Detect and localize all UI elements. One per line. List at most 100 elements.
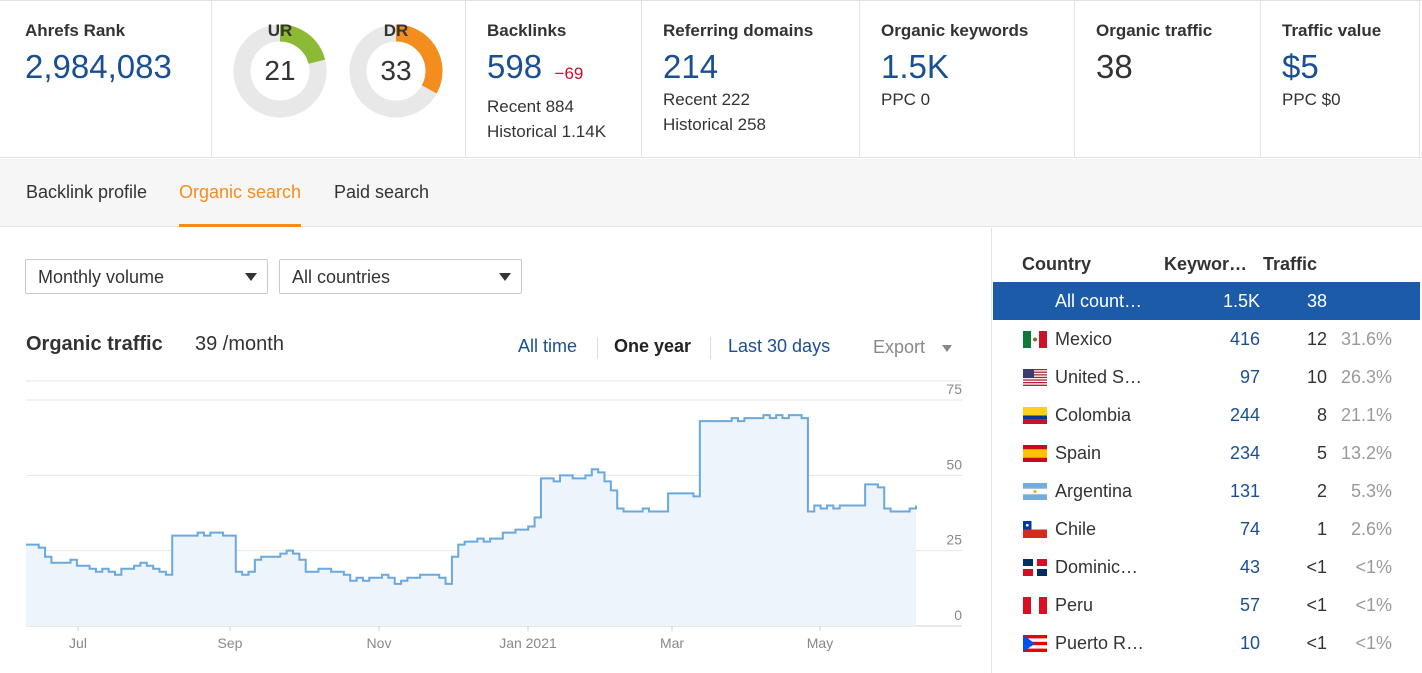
country-traffic-share: 5.3% [1350, 481, 1392, 501]
organic-keywords-card: Organic keywords 1.5K PPC 0 [860, 1, 1075, 158]
country-keywords[interactable]: 57 [1239, 595, 1260, 615]
ahrefs-rank-label: Ahrefs Rank [25, 21, 126, 40]
country-name: Mexico [1055, 329, 1113, 349]
country-traffic-share: 2.6% [1350, 519, 1392, 539]
referring-domains-card: Referring domains 214 Recent 222 Histori… [642, 1, 860, 158]
y-tick-label: 50 [946, 456, 962, 472]
country-traffic-share: <1% [1355, 633, 1392, 653]
header-keywords[interactable]: Keywor… [1164, 254, 1248, 274]
flag-mx-icon [1023, 331, 1047, 348]
dr-gauge[interactable]: DR 33 [346, 21, 446, 121]
organic-keywords-label: Organic keywords [881, 21, 1029, 40]
country-traffic: <1 [1306, 557, 1327, 577]
backlinks-delta: −69 [554, 63, 584, 83]
dr-label: DR [383, 21, 409, 40]
country-keywords[interactable]: 43 [1239, 557, 1260, 577]
traffic-value-ppc: PPC $0 [1282, 90, 1341, 109]
rating-card: UR 21 DR 33 [212, 1, 466, 158]
export-button[interactable]: Export [873, 337, 953, 358]
backlinks-card: Backlinks 598 −69 Recent 884 Historical … [466, 1, 642, 158]
country-keywords[interactable]: 74 [1239, 519, 1260, 539]
y-tick-label: 0 [954, 607, 962, 623]
country-keywords[interactable]: 416 [1229, 329, 1260, 349]
range-all-time[interactable]: All time [518, 336, 578, 356]
traffic-value-label: Traffic value [1282, 21, 1382, 40]
country-keywords[interactable]: 97 [1239, 367, 1260, 387]
organic-traffic-chart[interactable]: 75 50 25 0 Jul Sep Nov Jan 2021 Mar May [0, 370, 985, 660]
country-traffic: 1 [1316, 519, 1327, 539]
country-keywords[interactable]: 234 [1229, 443, 1260, 463]
organic-traffic-value: 38 [1096, 48, 1133, 85]
country-traffic-share: 21.1% [1340, 405, 1392, 425]
ur-gauge[interactable]: UR 21 [230, 21, 330, 121]
traffic-value-value[interactable]: $5 [1282, 48, 1319, 85]
country-keywords[interactable]: 1.5K [1222, 291, 1260, 311]
export-label: Export [873, 337, 926, 357]
x-tick-label: Mar [660, 635, 684, 651]
range-last-30-days[interactable]: Last 30 days [728, 336, 831, 356]
series-area [26, 415, 916, 626]
ur-value: 21 [264, 55, 296, 86]
country-row[interactable]: Peru 57 <1 <1% [993, 586, 1420, 624]
country-row[interactable]: Puerto R… 10 <1 <1% [993, 624, 1420, 662]
country-keywords[interactable]: 244 [1229, 405, 1260, 425]
country-row[interactable]: Mexico 416 12 31.6% [993, 320, 1420, 358]
country-name: Argentina [1055, 481, 1133, 501]
organic-keywords-value[interactable]: 1.5K [881, 48, 949, 85]
country-traffic: 12 [1306, 329, 1327, 349]
country-table: Country Keywor… Traffic All count… 1.5K 38… [991, 228, 1422, 673]
referring-domains-value[interactable]: 214 [663, 48, 719, 85]
country-row[interactable]: Spain 234 5 13.2% [993, 434, 1420, 472]
country-keywords[interactable]: 10 [1239, 633, 1260, 653]
country-traffic: <1 [1306, 633, 1327, 653]
country-row[interactable]: United S… 97 10 26.3% [993, 358, 1420, 396]
country-traffic: 38 [1306, 291, 1327, 311]
country-row[interactable]: Chile 74 1 2.6% [993, 510, 1420, 548]
tab-paid-search[interactable]: Paid search [334, 182, 430, 202]
country-traffic-share: 31.6% [1340, 329, 1392, 349]
dr-value: 33 [380, 55, 412, 86]
backlinks-historical: Historical 1.14K [487, 122, 607, 141]
country-traffic: 10 [1306, 367, 1327, 387]
backlinks-value[interactable]: 598 [487, 48, 543, 85]
country-traffic: 2 [1316, 481, 1327, 501]
country-name: Dominic… [1055, 557, 1139, 577]
header-country[interactable]: Country [1022, 254, 1091, 274]
country-name: Chile [1055, 519, 1097, 539]
header-traffic[interactable]: Traffic [1263, 254, 1318, 274]
range-one-year[interactable]: One year [614, 336, 692, 356]
country-traffic: 5 [1316, 443, 1327, 463]
metrics-bar: Ahrefs Rank 2,984,083 UR 21 DR 33 Backli… [0, 0, 1422, 158]
flag-ar-icon [1023, 483, 1047, 500]
country-row[interactable]: All count… 1.5K 38 [993, 282, 1420, 320]
country-name: Puerto R… [1055, 633, 1145, 653]
country-name: Spain [1055, 443, 1102, 463]
flag-cl-icon [1023, 521, 1047, 538]
country-name: Peru [1055, 595, 1094, 615]
country-row[interactable]: Colombia 244 8 21.1% [993, 396, 1420, 434]
ur-gauge-ring [233, 24, 327, 118]
x-tick-label: Jul [69, 635, 87, 651]
organic-traffic-card: Organic traffic 38 [1075, 1, 1261, 158]
tab-backlink-profile[interactable]: Backlink profile [26, 182, 148, 202]
backlinks-label: Backlinks [487, 21, 567, 40]
x-tick-label: Sep [218, 635, 243, 651]
range-divider [710, 337, 711, 359]
ahrefs-rank-value[interactable]: 2,984,083 [25, 48, 172, 85]
tab-organic-search[interactable]: Organic search [179, 182, 302, 227]
country-traffic: <1 [1306, 595, 1327, 615]
country-name: United S… [1055, 367, 1143, 387]
country-keywords[interactable]: 131 [1229, 481, 1260, 501]
country-traffic: 8 [1316, 405, 1327, 425]
country-select[interactable]: All countries [279, 259, 522, 294]
volume-select[interactable]: Monthly volume [25, 259, 268, 294]
dr-gauge-ring [349, 24, 443, 118]
country-row[interactable]: Argentina 131 2 5.3% [993, 472, 1420, 510]
x-tick-label: Jan 2021 [499, 635, 557, 651]
referring-domains-historical: Historical 258 [663, 115, 766, 134]
y-tick-label: 25 [946, 532, 962, 548]
organic-keywords-ppc: PPC 0 [881, 90, 931, 109]
country-row[interactable]: Dominic… 43 <1 <1% [993, 548, 1420, 586]
country-traffic-share: <1% [1355, 595, 1392, 615]
series-line [26, 414, 917, 585]
